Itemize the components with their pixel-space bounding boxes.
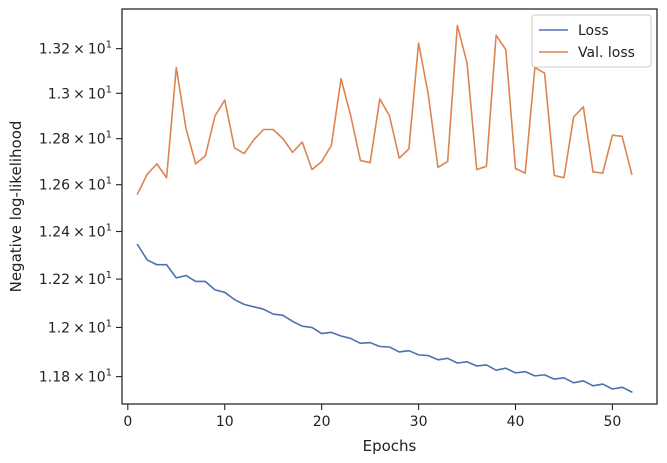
y-tick-label: 1.28 × 101 xyxy=(39,130,112,148)
legend-box xyxy=(531,14,652,68)
legend-label-val-loss: Val. loss xyxy=(578,45,635,61)
y-tick-mantissa: 1.18 xyxy=(39,370,70,386)
y-tick-times: × xyxy=(73,42,85,58)
x-tick-label: 30 xyxy=(410,414,428,430)
y-tick-exponent: 1 xyxy=(106,40,112,51)
x-tick-label: 50 xyxy=(604,414,622,430)
x-tick-label: 10 xyxy=(216,414,234,430)
y-tick-exponent: 1 xyxy=(106,368,112,379)
y-tick-mantissa: 1.22 xyxy=(39,272,70,288)
y-tick-times: × xyxy=(73,86,85,102)
y-tick-label: 1.2 × 101 xyxy=(48,318,112,336)
plot-area xyxy=(136,24,633,393)
y-tick-exponent: 1 xyxy=(106,223,112,234)
y-tick-base: 10 xyxy=(88,225,106,241)
x-axis-label: Epochs xyxy=(363,437,417,455)
y-tick-base: 10 xyxy=(88,132,106,148)
y-tick-label: 1.22 × 101 xyxy=(39,270,112,288)
y-tick-times: × xyxy=(73,320,85,336)
y-tick-base: 10 xyxy=(88,178,106,194)
y-tick-label: 1.24 × 101 xyxy=(39,223,112,241)
y-tick-exponent: 1 xyxy=(106,84,112,95)
y-tick-label: 1.18 × 101 xyxy=(39,368,112,386)
y-tick-mantissa: 1.28 xyxy=(39,132,70,148)
y-tick-label: 1.26 × 101 xyxy=(39,176,112,194)
y-tick-times: × xyxy=(73,272,85,288)
y-tick-exponent: 1 xyxy=(106,318,112,329)
x-tick-label: 40 xyxy=(507,414,525,430)
x-tick-label: 20 xyxy=(313,414,331,430)
series-line-val-loss xyxy=(136,24,633,195)
y-tick-times: × xyxy=(73,370,85,386)
x-axis: 0 10 20 30 40 50 xyxy=(123,404,621,430)
y-tick-base: 10 xyxy=(88,86,106,102)
y-tick-mantissa: 1.26 xyxy=(39,178,70,194)
y-tick-base: 10 xyxy=(88,320,106,336)
axes-frame xyxy=(121,8,658,405)
y-tick-exponent: 1 xyxy=(106,270,112,281)
y-tick-mantissa: 1.24 xyxy=(39,225,70,241)
y-tick-base: 10 xyxy=(88,370,106,386)
y-tick-times: × xyxy=(73,178,85,194)
y-tick-label: 1.32 × 101 xyxy=(39,40,112,58)
y-tick-base: 10 xyxy=(88,272,106,288)
y-tick-exponent: 1 xyxy=(106,176,112,187)
y-tick-times: × xyxy=(73,132,85,148)
series-line-loss xyxy=(136,243,633,393)
y-tick-base: 10 xyxy=(88,42,106,58)
y-tick-exponent: 1 xyxy=(106,130,112,141)
y-axis-label: Negative log-likelihood xyxy=(7,121,25,293)
y-tick-label: 1.3 × 101 xyxy=(48,84,112,102)
legend-label-loss: Loss xyxy=(578,23,609,39)
legend: Loss Val. loss xyxy=(531,14,652,68)
y-tick-times: × xyxy=(73,225,85,241)
y-tick-mantissa: 1.3 xyxy=(48,86,70,102)
y-tick-mantissa: 1.2 xyxy=(48,320,70,336)
x-tick-label: 0 xyxy=(123,414,132,430)
y-tick-mantissa: 1.32 xyxy=(39,42,70,58)
